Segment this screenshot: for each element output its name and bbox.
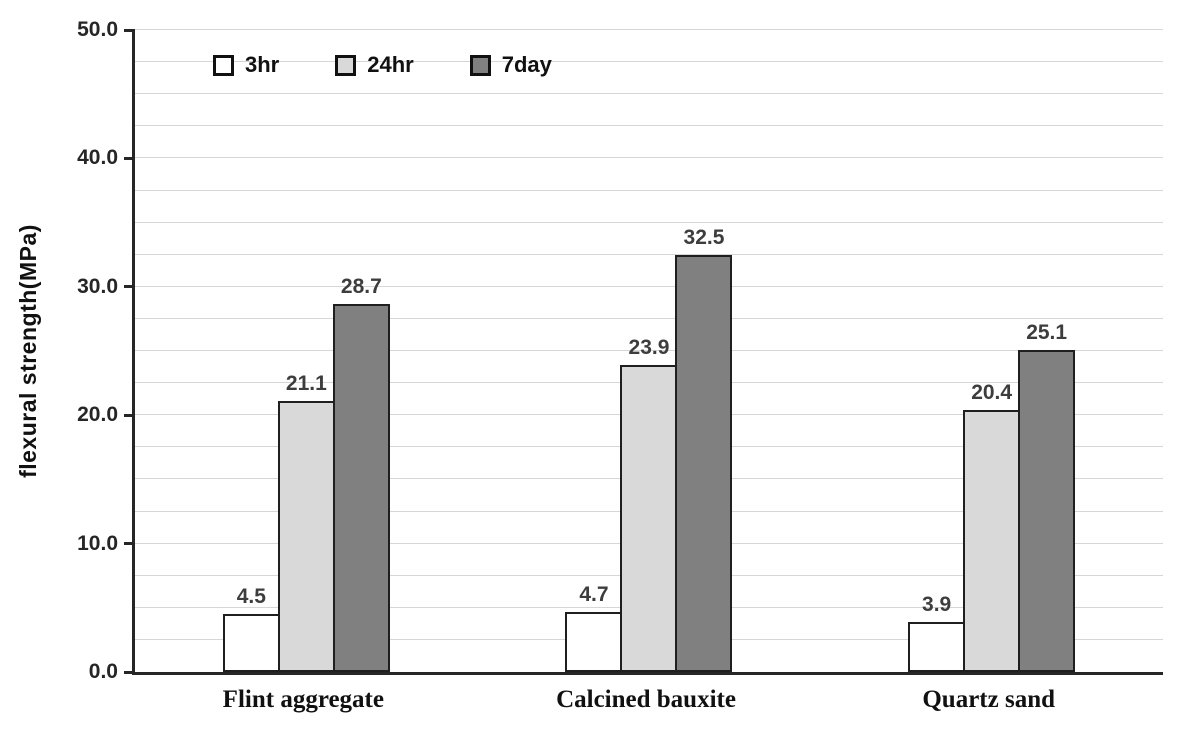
bar-24hr-quartz-sand: 20.4 [963, 381, 1021, 672]
y-tick-label: 50.0 [77, 18, 118, 41]
bar-3hr-flint-aggregate: 4.5 [222, 585, 280, 672]
bar-value-label: 32.5 [683, 225, 725, 249]
legend-item-7day: 7day [469, 52, 552, 78]
legend-label-3hr: 3hr [245, 52, 280, 77]
y-axis-ticks: 0.0 10.0 20.0 30.0 40.0 50.0 [0, 18, 118, 683]
y-tick-mark [124, 413, 135, 417]
bar-value-label: 23.9 [628, 336, 670, 360]
gridline [135, 189, 1163, 191]
gridline [135, 317, 1163, 319]
legend: 3hr 24hr 7day [213, 52, 552, 78]
gridline [135, 221, 1163, 223]
bar-value-label: 25.1 [1026, 320, 1068, 344]
bar-3hr-quartz-sand: 3.9 [908, 593, 966, 672]
legend-item-3hr: 3hr [213, 52, 279, 78]
gridline [135, 125, 1163, 127]
y-tick-label: 20.0 [77, 403, 118, 427]
legend-item-24hr: 24hr [335, 52, 414, 78]
gridline [135, 253, 1163, 255]
y-tick-label: 0.0 [88, 660, 118, 683]
bar-7day-quartz-sand: 25.1 [1018, 321, 1076, 672]
bar-7day-calcined-bauxite: 32.5 [675, 226, 733, 672]
bar-value-label: 4.5 [236, 585, 266, 609]
y-tick-label: 40.0 [77, 146, 118, 170]
bar-group-quartz-sand: 3.9 20.4 25.1 [908, 321, 1076, 672]
gridline [135, 157, 1163, 159]
gridline [135, 350, 1163, 351]
bar-value-label: 20.4 [971, 381, 1013, 405]
bar-3hr-calcined-bauxite: 4.7 [565, 583, 623, 672]
bar-24hr-flint-aggregate: 21.1 [277, 372, 335, 672]
plot-area: 3hr 24hr 7day 4.5 21.1 28.7 4.7 23.9 32.5 3.9 20.… [124, 28, 1163, 675]
bar-group-calcined-bauxite: 4.7 23.9 32.5 [565, 226, 733, 672]
bar-7day-flint-aggregate: 28.7 [332, 275, 390, 672]
y-tick-mark [124, 670, 135, 674]
legend-label-7day: 7day [501, 52, 552, 77]
bar-groups: 4.5 21.1 28.7 4.7 23.9 32.5 3.9 20.4 25.1 [135, 30, 1163, 672]
gridline [135, 61, 1163, 63]
gridline [135, 93, 1163, 95]
y-tick-mark [124, 28, 135, 32]
bar-group-flint-aggregate: 4.5 21.1 28.7 [222, 275, 390, 672]
y-tick-label: 30.0 [77, 274, 118, 298]
x-category-label: Quartz sand [922, 686, 1055, 713]
y-tick-mark [124, 156, 135, 160]
y-tick-mark [124, 542, 135, 546]
gridline [135, 285, 1163, 287]
legend-label-24hr: 24hr [367, 52, 414, 77]
bar-value-label: 21.1 [285, 372, 327, 396]
x-axis-categories: Flint aggregate Calcined bauxite Quartz sa… [132, 686, 1160, 714]
bar-24hr-calcined-bauxite: 23.9 [620, 336, 678, 672]
bar-value-label: 4.7 [579, 582, 609, 606]
y-tick-mark [124, 285, 135, 289]
x-category-label: Flint aggregate [222, 686, 384, 713]
bar-value-label: 3.9 [922, 592, 952, 616]
legend-swatch-3hr [213, 54, 234, 76]
x-category-label: Calcined bauxite [556, 686, 736, 713]
legend-swatch-24hr [335, 54, 357, 76]
bar-value-label: 28.7 [340, 274, 382, 298]
legend-swatch-7day [469, 54, 491, 76]
gridline [135, 29, 1163, 30]
y-tick-label: 10.0 [77, 531, 118, 555]
